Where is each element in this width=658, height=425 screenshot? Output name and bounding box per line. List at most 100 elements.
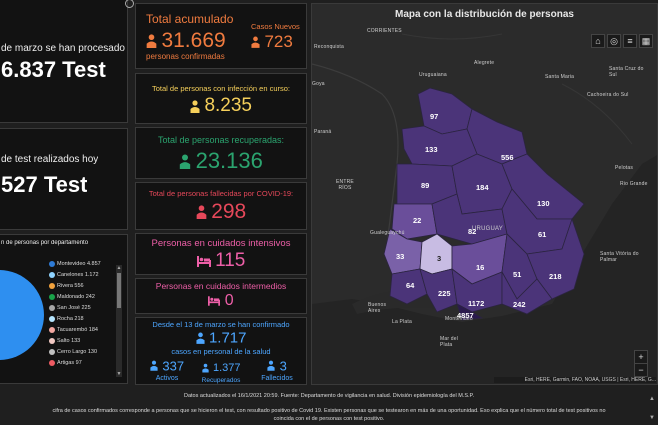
legend-item[interactable]: Tacuarembó 184	[49, 327, 98, 333]
legend-scrollbar[interactable]: ▲ ▼	[116, 265, 122, 377]
dept-count-tacuarembo: 184	[476, 183, 489, 192]
legend-item[interactable]: Maldonado 242	[49, 294, 95, 300]
zoom-out-button[interactable]: −	[634, 363, 648, 377]
place-label: Santa Maria	[545, 74, 575, 80]
legend-swatch	[49, 360, 55, 366]
health-deceased-label: Fallecidos	[261, 375, 293, 382]
place-label: La Plata	[392, 319, 412, 325]
map-title: Mapa con la distribución de personas	[395, 9, 574, 20]
scroll-down-icon[interactable]: ▼	[649, 415, 655, 421]
total-value: 31.669	[161, 29, 226, 52]
dept-count-rivera: 556	[501, 153, 514, 162]
department-chart-panel: n de personas por departamento Montevide…	[0, 234, 128, 384]
intermediate-label: Personas en cuidados intermedios	[155, 281, 287, 291]
bed-icon	[196, 255, 211, 267]
place-label: ENTRE RÍOS	[336, 179, 354, 191]
legend-swatch	[49, 316, 55, 322]
intermediate-value: 0	[224, 292, 234, 309]
place-label: Mar del Plata	[440, 336, 459, 348]
dept-count-maldonado: 242	[513, 300, 526, 309]
bed-icon	[208, 296, 221, 306]
active-value: 8.235	[204, 95, 252, 116]
dept-count-montevideo: 4857	[457, 311, 474, 320]
legend-item[interactable]: Montevideo 4.857	[49, 261, 101, 267]
health-active-label: Activos	[155, 375, 179, 382]
place-label: Cachoeira do Sul	[587, 92, 629, 98]
pie-slice-montevideo[interactable]	[0, 270, 44, 360]
health-staff-panel: Desde el 13 de marzo se han confirmado 1…	[135, 317, 307, 385]
recovered-label: Total de personas recuperadas:	[157, 135, 285, 145]
dept-count-salto: 133	[425, 145, 438, 154]
place-label: Montevideo	[445, 316, 473, 322]
dept-count-san-jose: 225	[438, 289, 451, 298]
health-deceased-value: 3	[279, 358, 287, 374]
dept-count-florida: 16	[476, 263, 485, 272]
dept-colonia[interactable]	[389, 268, 428, 305]
place-label: Alegrete	[474, 60, 495, 66]
dept-count-cerro-largo: 130	[537, 199, 550, 208]
place-label: Gualeguaychú	[370, 230, 405, 236]
legend-item[interactable]: Artigas 97	[49, 360, 82, 366]
locate-icon[interactable]: ◎	[607, 34, 621, 48]
legend-label: San José 225	[57, 305, 91, 311]
legend-label: Salto 133	[57, 338, 81, 344]
recovered-value: 23.136	[195, 148, 263, 173]
icu-panel: Personas en cuidados intensivos 115	[135, 233, 307, 275]
scroll-thumb[interactable]	[117, 273, 121, 308]
active-label: Total de personas con infección en curso…	[152, 84, 290, 93]
footer-note: coincida con el de personas con test pos…	[273, 416, 385, 422]
legend-item[interactable]: Salto 133	[49, 338, 81, 344]
person-icon	[146, 34, 157, 48]
layers-icon[interactable]: ≡	[623, 34, 637, 48]
person-icon	[179, 153, 191, 169]
recovered-panel: Total de personas recuperadas: 23.136	[135, 127, 307, 179]
health-value: 1.717	[208, 329, 247, 347]
total-sub: personas confirmadas	[146, 52, 225, 61]
legend-item[interactable]: Cerro Largo 130	[49, 349, 97, 355]
legend-swatch	[49, 338, 55, 344]
health-label: Desde el 13 de marzo se han confirmado	[152, 320, 290, 329]
legend-label: Rivera 556	[57, 283, 84, 289]
legend-item[interactable]: Canelones 1.172	[49, 272, 99, 278]
place-label: Pelotas	[615, 165, 634, 171]
legend-label: Artigas 97	[57, 360, 82, 366]
dept-rio-negro[interactable]	[391, 203, 438, 240]
place-label: Buenos Aires	[368, 302, 387, 314]
person-icon	[251, 36, 260, 48]
home-icon[interactable]: ⌂	[591, 34, 605, 48]
dept-maldonado[interactable]	[501, 270, 553, 315]
dept-count-rocha: 218	[549, 272, 562, 281]
icu-value: 115	[215, 250, 246, 271]
legend-swatch	[49, 283, 55, 289]
deceased-value: 298	[211, 200, 247, 223]
legend-swatch	[49, 305, 55, 311]
icu-label: Personas en cuidados intensivos	[151, 238, 291, 249]
dept-count-durazno: 82	[468, 227, 477, 236]
chart-title: n de personas por departamento	[1, 240, 89, 246]
settings-icon[interactable]	[125, 0, 134, 8]
tests-today-label: de test realizados hoy	[1, 154, 99, 165]
legend-label: Rocha 218	[57, 316, 84, 322]
tests-today-panel: de test realizados hoy 527 Test	[0, 128, 128, 230]
dept-flores[interactable]	[419, 233, 453, 275]
map-panel: Mapa con la distribución de personas	[311, 3, 658, 385]
active-panel: Total de personas con infección en curso…	[135, 73, 307, 124]
zoom-in-button[interactable]: +	[634, 350, 648, 364]
legend-item[interactable]: Rivera 556	[49, 283, 84, 289]
place-label: Paraná	[314, 129, 332, 135]
person-icon	[195, 332, 205, 344]
dept-montevideo[interactable]	[456, 303, 484, 321]
map-canvas[interactable]	[312, 4, 658, 385]
legend-item[interactable]: San José 225	[49, 305, 91, 311]
legend-item[interactable]: Rocha 218	[49, 316, 84, 322]
legend-swatch	[49, 272, 55, 278]
legend-swatch	[49, 294, 55, 300]
legend-label: Canelones 1.172	[57, 272, 99, 278]
scroll-up-icon[interactable]: ▲	[649, 396, 655, 402]
tests-processed-panel: de marzo se han procesado 6.837 Test	[0, 0, 128, 123]
place-label: Rio Grande	[620, 181, 648, 187]
dept-count-colonia: 64	[406, 281, 415, 290]
total-panel: Total acumulado 31.669 personas confirma…	[135, 3, 307, 69]
footer-updated: Datos actualizados el 16/1/2021 20:59. F…	[183, 393, 475, 399]
basemap-icon[interactable]: ▦	[639, 34, 653, 48]
